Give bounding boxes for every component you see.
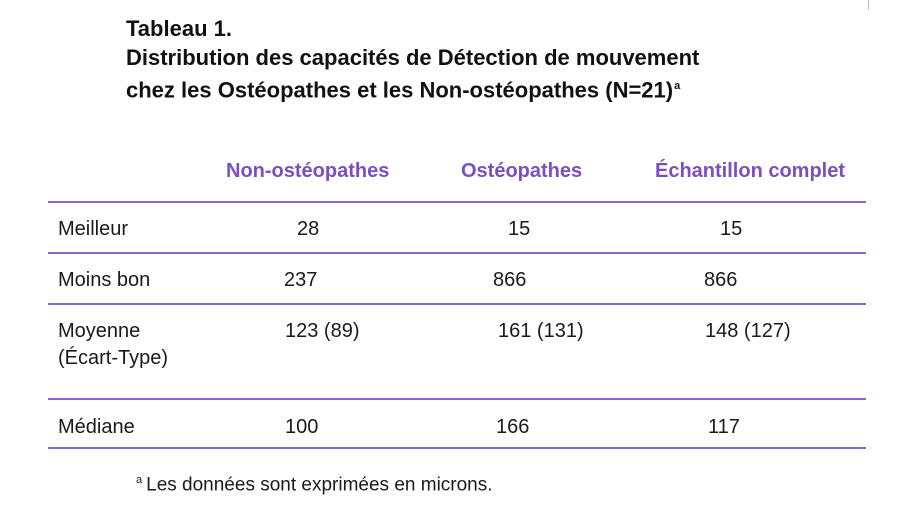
title-line-3: chez les Ostéopathes et les Non-ostéopat… xyxy=(126,72,699,104)
row-label-moyenne-line2: (Écart-Type) xyxy=(58,347,169,369)
cell-meilleur-echantillon: 15 xyxy=(720,218,743,240)
column-header-non-osteopathes: Non-ostéopathes xyxy=(226,160,390,182)
corner-tick xyxy=(868,0,869,10)
cell-moyenne-echantillon: 148 (127) xyxy=(705,320,791,342)
table-footnote: a Les données sont exprimées en microns. xyxy=(136,474,493,496)
cell-mediane-osteopathes: 166 xyxy=(496,416,530,438)
cell-mediane-echantillon: 117 xyxy=(708,416,740,438)
title-line-1: Tableau 1. xyxy=(126,16,232,41)
table-rule-3 xyxy=(48,398,866,400)
column-header-echantillon-complet: Échantillon complet xyxy=(655,160,846,182)
cell-meilleur-non-osteopathes: 28 xyxy=(297,218,320,240)
row-label-meilleur: Meilleur xyxy=(58,218,129,240)
cell-meilleur-osteopathes: 15 xyxy=(508,218,531,240)
title-line-2: Distribution des capacités de Détection … xyxy=(126,45,700,70)
row-label-moyenne: Moyenne (Écart-Type) xyxy=(58,318,168,372)
row-label-mediane: Médiane xyxy=(58,416,135,438)
footnote-marker: a xyxy=(136,474,143,486)
cell-moyenne-osteopathes: 161 (131) xyxy=(498,320,584,342)
table-rule-header xyxy=(48,201,866,203)
table-title: Tableau 1. Distribution des capacités de… xyxy=(126,14,699,104)
table-rule-bottom xyxy=(48,447,866,449)
cell-moins-bon-non-osteopathes: 237 xyxy=(284,269,318,291)
table-rule-2 xyxy=(48,303,866,305)
title-line-3-text: chez les Ostéopathes et les Non-ostéopat… xyxy=(126,77,674,103)
row-label-moins-bon: Moins bon xyxy=(58,269,151,291)
footnote-text: Les données sont exprimées en microns. xyxy=(146,474,493,496)
cell-mediane-non-osteopathes: 100 xyxy=(285,416,319,438)
cell-moyenne-non-osteopathes: 123 (89) xyxy=(285,320,360,342)
title-superscript: a xyxy=(674,80,681,92)
table-rule-1 xyxy=(48,252,866,254)
row-label-moyenne-line1: Moyenne xyxy=(58,320,141,342)
cell-moins-bon-osteopathes: 866 xyxy=(493,269,527,291)
cell-moins-bon-echantillon: 866 xyxy=(704,269,738,291)
column-header-osteopathes: Ostéopathes xyxy=(461,160,583,182)
